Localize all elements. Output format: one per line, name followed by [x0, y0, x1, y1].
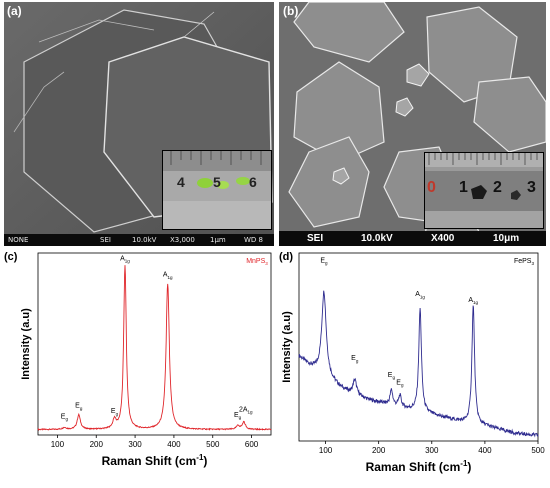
sem-scale-b: 10μm [493, 233, 520, 244]
inset-a-num-2: 5 [213, 174, 221, 190]
raman-plot-c: 100 200 300 400 500 600 Raman Shift (cm-1) Inte… [4, 251, 272, 468]
x-tick-label: 300 [128, 440, 142, 449]
x-tick-label: 300 [425, 446, 439, 455]
x-tick-label: 200 [90, 440, 104, 449]
peak-label: Eg [351, 355, 359, 363]
x-axis-title: Raman Shift (cm-1) [102, 453, 208, 468]
peak-label: Eg [320, 257, 328, 265]
spectrum-line [298, 290, 539, 438]
peak-label: A1g [120, 255, 130, 263]
x-tick-label: 100 [319, 446, 333, 455]
peak-label: Eg [111, 408, 119, 416]
raman-chart-d: 100 200 300 400 500 Raman Shift (cm-1) Intensi… [275, 248, 550, 488]
sem-signal-a: NONE [8, 236, 29, 244]
peak-label: Eg [75, 403, 83, 411]
inset-a-num-3: 6 [249, 174, 257, 190]
photo-inset-a: 4 5 6 [162, 150, 272, 230]
x-tick-label: 600 [245, 440, 259, 449]
y-axis-title: Intensity (a.u) [20, 308, 32, 380]
panel-label-b: (b) [283, 4, 299, 18]
sem-mag-a: X3,000 [170, 236, 195, 244]
sem-voltage-a: 10.0kV [132, 236, 157, 244]
x-tick-label: 100 [51, 440, 65, 449]
sem-mag-b: X400 [431, 233, 455, 244]
sample-name: FePS3 [514, 258, 535, 266]
x-tick-label: 400 [167, 440, 181, 449]
peak-label: Eg [234, 412, 242, 420]
x-tick-label: 500 [206, 440, 220, 449]
raman-chart-c: 100 200 300 400 500 600 Raman Shift (cm-1) Inte… [0, 248, 275, 488]
sem-detector-a: SEI [100, 236, 111, 244]
ruler-photo-a [163, 151, 271, 229]
sem-wd-a: WD 8 [244, 236, 263, 244]
photo-inset-b: 0 1 2 3 [424, 152, 544, 229]
sem-voltage-b: 10.0kV [361, 233, 393, 244]
inset-a-num-1: 4 [177, 174, 185, 190]
peak-label: A1g [468, 297, 478, 305]
peak-label: A1g [163, 272, 173, 280]
inset-b-num-3: 3 [527, 179, 536, 196]
sample-name: MnPS3 [246, 258, 268, 266]
x-tick-label: 200 [372, 446, 386, 455]
peak-label: Eg [61, 414, 69, 422]
spectrum-line [37, 265, 272, 431]
inset-b-num-1: 1 [459, 179, 468, 196]
raman-plot-d: 100 200 300 400 500 Raman Shift (cm-1) Intensi… [279, 251, 545, 474]
sem-detector-b: SEI [307, 233, 324, 244]
sem-image-b: (b) 0 1 2 3 SEI [279, 2, 546, 246]
inset-b-num-2: 2 [493, 179, 502, 196]
sem-scale-a: 1μm [210, 236, 226, 244]
panel-label-c: (c) [4, 251, 18, 263]
peak-label: 2A1g [239, 406, 253, 414]
plot-frame [298, 252, 539, 442]
sem-image-a: (a) 4 5 6 NONE SEI 10.0kV X3,000 1μm WD … [4, 2, 274, 246]
ruler-photo-b [425, 153, 543, 228]
x-tick-label: 500 [531, 446, 545, 455]
sem-info-bar-a: NONE SEI 10.0kV X3,000 1μm WD 8 [4, 234, 274, 246]
peak-label: Eg [396, 380, 404, 388]
panel-label-a: (a) [7, 4, 22, 18]
x-tick-label: 400 [478, 446, 492, 455]
panel-label-d: (d) [279, 251, 293, 263]
peak-label: Eg [388, 372, 396, 380]
inset-b-num-0: 0 [427, 179, 436, 196]
y-axis-title: Intensity (a.u) [281, 311, 293, 383]
x-axis-title: Raman Shift (cm-1) [366, 459, 472, 474]
sem-info-bar-b: SEI 10.0kV X400 10μm [279, 231, 546, 246]
plot-frame [37, 252, 272, 436]
peak-label: A1g [415, 291, 425, 299]
